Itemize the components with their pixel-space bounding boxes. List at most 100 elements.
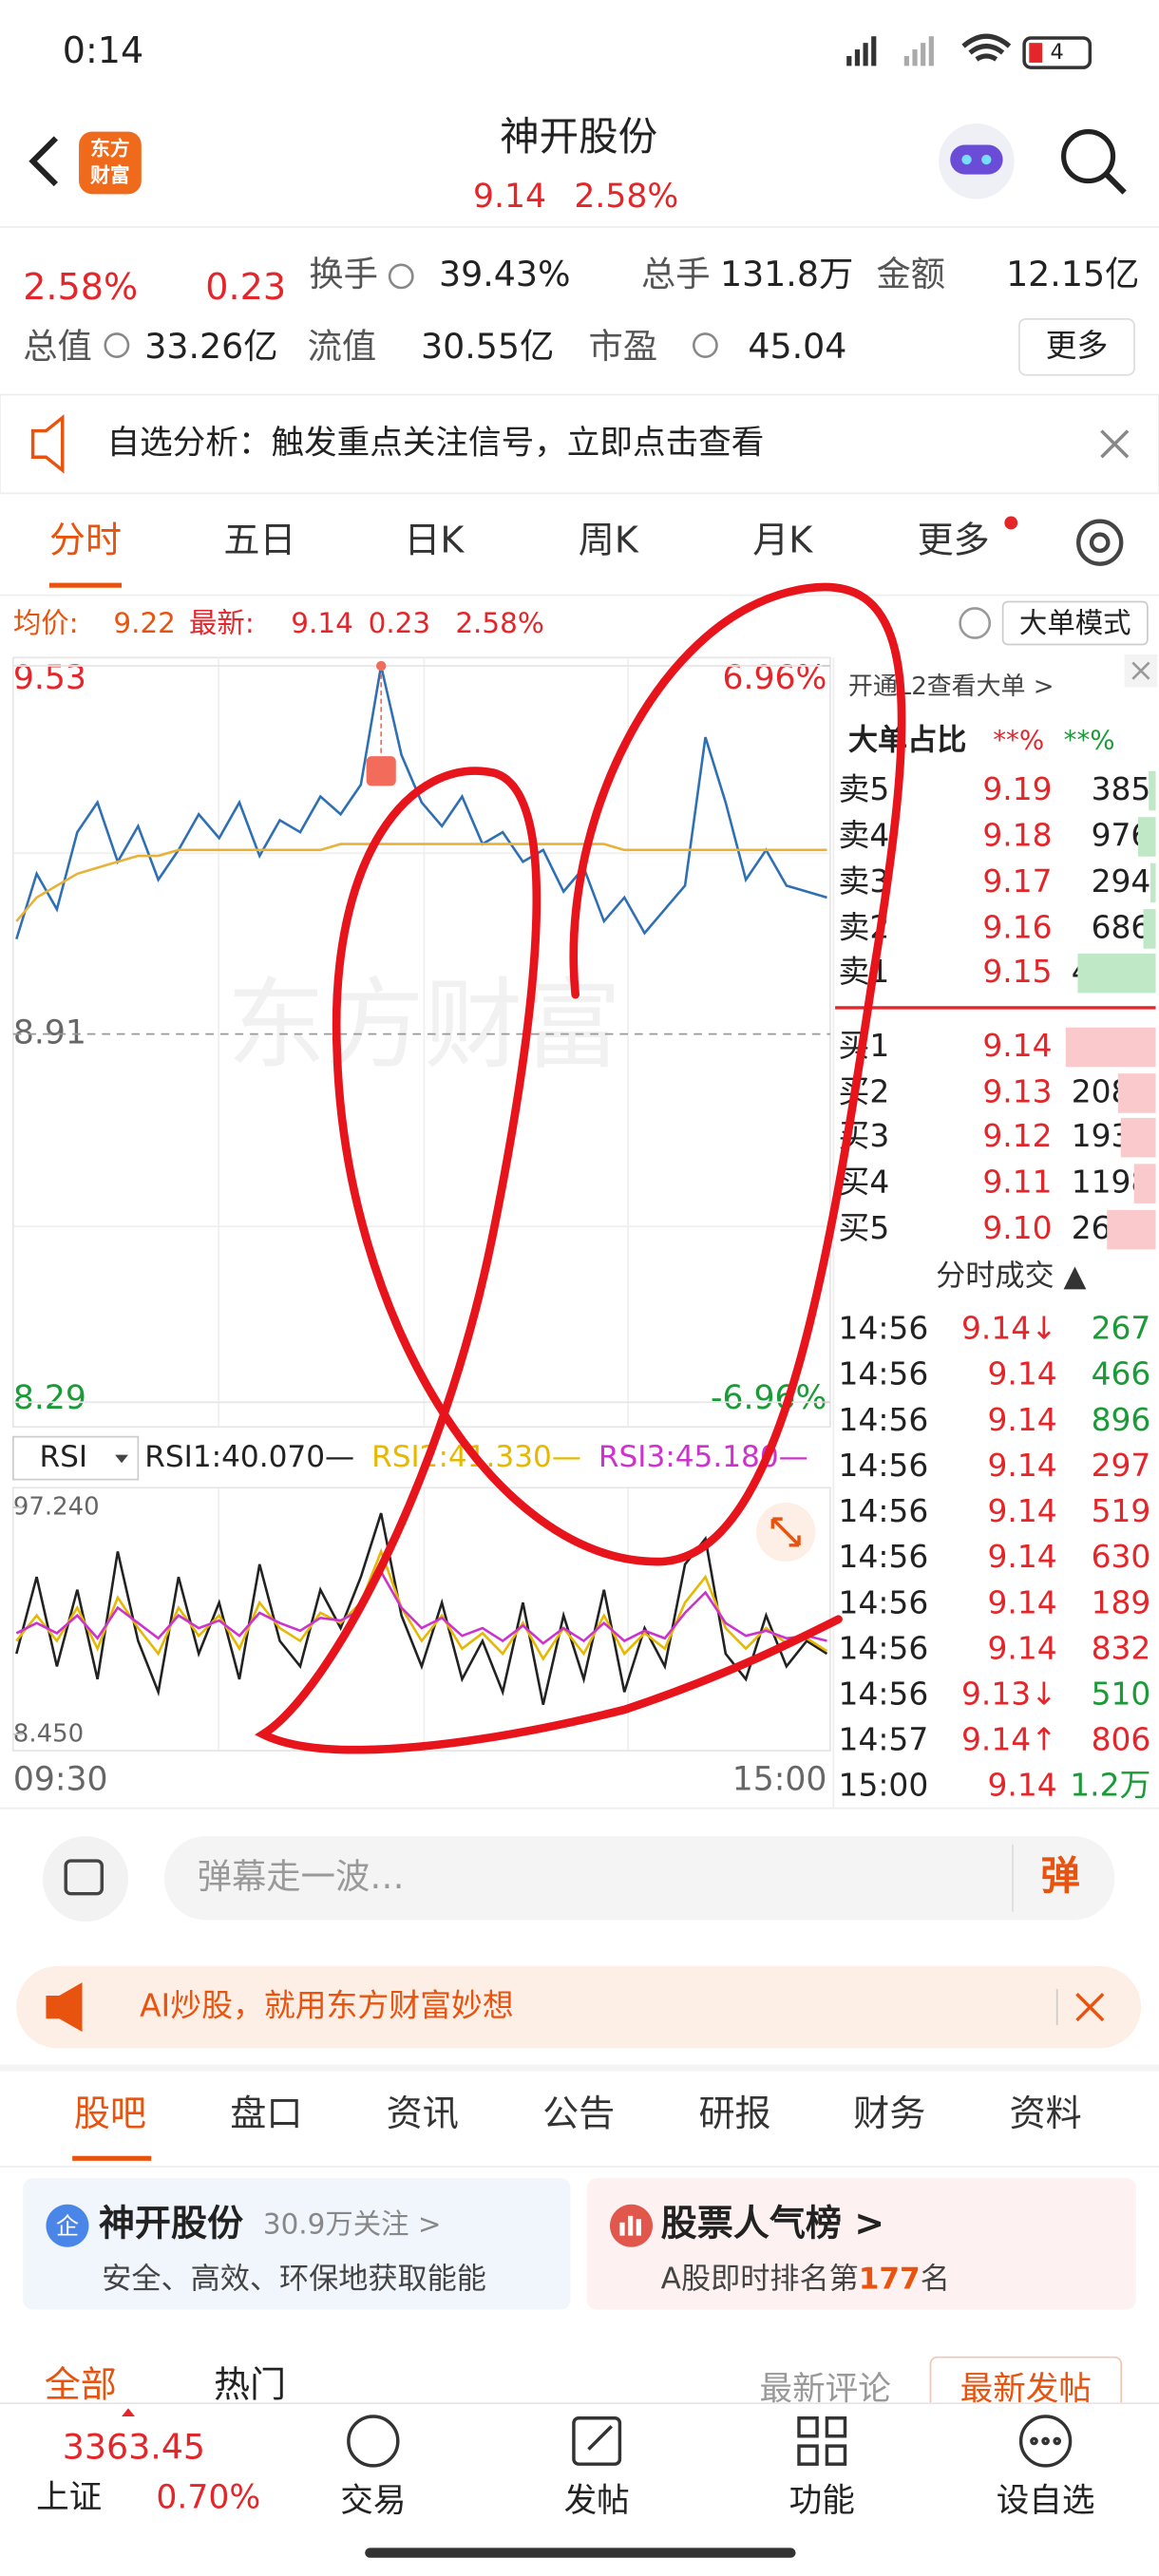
chart-tab[interactable]: 周K (579, 520, 639, 561)
l2-link[interactable]: 开通L2查看大单 > (848, 672, 1054, 701)
indicator-name[interactable]: RSI (40, 1440, 88, 1474)
section-tab[interactable]: 公告 (542, 2093, 615, 2134)
mode-button-box[interactable] (1001, 600, 1149, 646)
info-icons (104, 263, 718, 358)
post-tab[interactable]: 热门 (214, 2363, 286, 2405)
stat-label: 金额 (876, 254, 945, 294)
stat-label: 换手 (309, 254, 378, 294)
book-price: 9.16 (982, 908, 1052, 945)
peak-dot (376, 660, 387, 672)
ad-text[interactable]: AI炒股，就用东方财富妙想 (140, 1987, 514, 2024)
danmaku-placeholder[interactable]: 弹幕走一波… (198, 1856, 405, 1897)
trade-price: 9.14 (988, 1401, 1057, 1438)
chart-tab[interactable]: 五日 (223, 520, 295, 561)
header-price: 9.14 (473, 178, 546, 216)
trade-time: 14:56 (839, 1401, 929, 1438)
post-tab[interactable]: 最新发帖 (960, 2370, 1092, 2408)
settings-icon[interactable] (1076, 519, 1124, 566)
stat-value: 39.43% (439, 254, 571, 294)
nav-item[interactable]: 发帖 (564, 2482, 630, 2520)
expand-button[interactable] (756, 1502, 816, 1563)
nav-item[interactable]: 交易 (340, 2482, 406, 2520)
nav-item[interactable]: 功能 (789, 2482, 855, 2520)
card-icon (46, 2204, 89, 2247)
big-buy: **% (993, 725, 1044, 756)
nav-icons (347, 2415, 1073, 2468)
close-ad[interactable] (1075, 1993, 1105, 2022)
section-tab[interactable]: 股吧 (74, 2093, 146, 2134)
danmaku-button[interactable]: 弹 (1040, 1852, 1080, 1899)
post-tab[interactable]: 全部 (45, 2363, 117, 2405)
avatar[interactable] (939, 123, 1015, 199)
help-icon[interactable] (959, 607, 992, 639)
section-tab[interactable]: 资讯 (387, 2093, 459, 2134)
stat-value: 30.55亿 (421, 326, 554, 367)
volume-bar (1143, 909, 1156, 949)
index-change: 0.70% (156, 2479, 260, 2517)
book-volume: 294 (1092, 862, 1151, 900)
volume-bar (1150, 862, 1156, 903)
book-price: 9.14 (982, 1027, 1052, 1064)
chart-tab[interactable]: 月K (752, 520, 813, 561)
ranking-card[interactable] (586, 2178, 1136, 2310)
index-name: 上证 (36, 2479, 102, 2517)
book-price: 9.17 (982, 862, 1052, 900)
nav-item[interactable]: 设自选 (997, 2482, 1095, 2520)
notice-text[interactable]: 自选分析：触发重点关注信号，立即点击查看 (106, 424, 764, 462)
trade-volume: 189 (1092, 1583, 1151, 1620)
x-tick-label: 15:00 (732, 1760, 827, 1798)
trade-price: 9.14↓ (961, 1310, 1057, 1347)
company-card[interactable] (23, 2178, 571, 2310)
danmaku-icon[interactable] (42, 1836, 128, 1923)
book-label: 买5 (839, 1209, 890, 1246)
trade-price: 9.14 (988, 1492, 1057, 1529)
price-frame (11, 656, 831, 1429)
big-ratio-label: 大单占比 (848, 724, 967, 758)
notice-bar[interactable] (0, 393, 1159, 495)
section-tab[interactable]: 研报 (698, 2093, 770, 2134)
marker-box (366, 756, 396, 786)
change-pct: 2.58% (23, 266, 138, 308)
trade-price: 9.14↑ (961, 1721, 1057, 1758)
trade-time: 14:56 (839, 1629, 929, 1666)
latest-value: 9.14 (291, 607, 352, 639)
battery: 4 (1051, 40, 1064, 65)
trade-volume: 896 (1092, 1401, 1151, 1438)
chart-tab[interactable]: 更多 (918, 520, 990, 561)
stat-value: 131.8万 (720, 254, 853, 294)
danmaku-input[interactable] (164, 1836, 1115, 1921)
ad-banner[interactable] (16, 1965, 1141, 2049)
trade-volume: 519 (1092, 1492, 1151, 1529)
trade-time: 14:56 (839, 1355, 929, 1392)
dropdown-caret (115, 1454, 128, 1464)
search-button[interactable] (1061, 128, 1127, 195)
trade-volume: 510 (1092, 1675, 1151, 1712)
trade-price: 9.14 (988, 1767, 1057, 1804)
post-tab[interactable]: 最新评论 (759, 2370, 890, 2408)
trade-price: 9.14 (988, 1583, 1057, 1620)
chart-tab[interactable]: 日K (404, 520, 465, 561)
index-value[interactable]: 3363.45 (63, 2427, 205, 2468)
more-button[interactable]: 更多 (1046, 327, 1109, 364)
change: 0.23 (205, 266, 286, 308)
y-tick-label: 8.450 (13, 1719, 84, 1748)
trade-time: 14:56 (839, 1538, 929, 1575)
close-notice[interactable] (1100, 429, 1130, 459)
trade-time: 15:00 (839, 1767, 929, 1804)
section-tab[interactable]: 盘口 (230, 2093, 302, 2134)
section-tab[interactable]: 资料 (1010, 2093, 1082, 2134)
chart-tab[interactable]: 分时 (49, 520, 122, 561)
more-button-box[interactable] (1018, 318, 1135, 376)
logo-text: 财富 (90, 163, 130, 186)
volume-bar (1107, 1209, 1156, 1250)
book-price: 9.18 (982, 816, 1052, 853)
volume-bar (1149, 770, 1156, 811)
legend-entry: RSI1:40.070— (144, 1440, 354, 1474)
y-tick-label: 97.240 (13, 1493, 100, 1522)
section-tab[interactable]: 财务 (853, 2093, 925, 2134)
header-change: 2.58% (574, 178, 678, 216)
status-icons (846, 33, 1092, 69)
mode-button[interactable]: 大单模式 (1019, 607, 1131, 639)
back-button[interactable] (28, 136, 58, 187)
indicator-select[interactable] (11, 1435, 140, 1481)
